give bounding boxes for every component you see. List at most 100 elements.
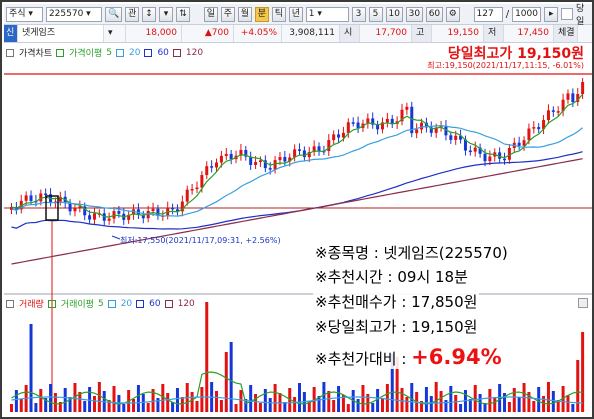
volume-bar xyxy=(293,397,297,412)
volume-ma-checkbox[interactable] xyxy=(47,299,56,308)
volume-bar xyxy=(517,397,521,412)
volume-bar xyxy=(400,388,404,412)
volume-bar xyxy=(161,384,165,412)
today-checkbox[interactable] xyxy=(561,8,573,20)
volume-bar xyxy=(332,400,336,412)
period-week-button[interactable]: 주 xyxy=(220,6,235,22)
interval-5-button[interactable]: 5 xyxy=(368,6,383,22)
candle-body xyxy=(337,134,341,138)
ma20-line xyxy=(11,124,583,217)
volume-bar xyxy=(151,389,155,412)
candle-body xyxy=(551,110,555,112)
period-tick-button[interactable]: 틱 xyxy=(271,6,286,22)
period-day-button[interactable]: 일 xyxy=(203,6,218,22)
candle-body xyxy=(132,209,136,215)
candle-body xyxy=(10,207,13,210)
price-ma-checkbox[interactable] xyxy=(56,48,65,57)
scroll-icon[interactable]: ⇅ xyxy=(176,6,191,22)
candle-body xyxy=(371,118,375,125)
vma60-checkbox[interactable] xyxy=(136,299,145,308)
candle-body xyxy=(107,218,111,221)
interval-30-button[interactable]: 30 xyxy=(405,6,423,22)
candle-body xyxy=(537,127,541,130)
candle-body xyxy=(200,175,204,188)
volume-pane-handle[interactable] xyxy=(578,298,588,308)
search-icon[interactable]: 🔍 xyxy=(105,6,123,22)
volume-bar xyxy=(166,393,170,412)
code-input[interactable]: 225570 ▾ xyxy=(45,6,103,22)
slash-separator: / xyxy=(505,8,510,20)
vma120-checkbox[interactable] xyxy=(164,299,173,308)
period-month-button[interactable]: 월 xyxy=(237,6,252,22)
menu-icon[interactable]: ▾ xyxy=(104,25,126,42)
market-select[interactable]: 주식 ▾ xyxy=(6,6,43,22)
candle-body xyxy=(434,127,438,133)
candle-body xyxy=(503,158,507,161)
candle-body xyxy=(400,109,404,122)
recommend-marker-box xyxy=(45,195,59,221)
candle-body xyxy=(546,110,550,121)
settings-icon[interactable]: ⚙ xyxy=(445,6,460,22)
apply-button[interactable]: ▸ xyxy=(544,6,559,22)
ma120-checkbox[interactable] xyxy=(172,48,181,57)
volume-bar xyxy=(341,395,345,412)
count-input[interactable]: 127 xyxy=(473,6,503,22)
total-input[interactable]: 1000 xyxy=(512,6,542,22)
chart-type-icon[interactable]: ▾ xyxy=(159,6,174,22)
candle-body xyxy=(424,122,428,128)
interval-10-button[interactable]: 10 xyxy=(385,6,403,22)
interval-60-button[interactable]: 60 xyxy=(425,6,443,22)
candle-body xyxy=(258,160,262,163)
volume-bar xyxy=(473,385,477,412)
volume-bar xyxy=(34,403,38,412)
interval-select[interactable]: 1 ▾ xyxy=(305,6,349,22)
period-year-button[interactable]: 년 xyxy=(288,6,303,22)
volume-bar xyxy=(322,382,326,412)
related-button[interactable]: 관 xyxy=(125,6,140,22)
volume-bar xyxy=(268,398,272,412)
candle-body xyxy=(566,93,570,100)
period-minute-button[interactable]: 분 xyxy=(254,6,269,22)
candle-body xyxy=(83,206,87,216)
market-select-value: 주식 xyxy=(9,8,26,19)
candle-body xyxy=(473,147,477,152)
volume-bar xyxy=(327,391,331,412)
volume-bar xyxy=(195,401,199,412)
volume-bar xyxy=(171,402,175,412)
ma20-checkbox[interactable] xyxy=(115,48,124,57)
candle-body xyxy=(444,125,448,136)
candle-body xyxy=(224,153,228,156)
candle-body xyxy=(141,214,145,219)
volume-bar xyxy=(498,384,502,412)
volume-ma5-line xyxy=(11,371,583,405)
candle-body xyxy=(254,162,258,165)
volume-bar xyxy=(503,393,507,412)
candle-body xyxy=(195,187,199,190)
candle-body xyxy=(249,156,253,165)
volume-bar xyxy=(10,404,13,412)
candle-body xyxy=(576,94,580,102)
volume-bar xyxy=(141,394,145,412)
volume-bar xyxy=(263,389,267,412)
legend-volume-ma: 거래이평 xyxy=(60,300,94,310)
candle-body xyxy=(302,150,306,158)
candle-body xyxy=(283,157,287,162)
volume-bar xyxy=(283,402,287,412)
candle-body xyxy=(39,193,43,202)
volume-checkbox[interactable] xyxy=(6,299,14,308)
candle-body xyxy=(332,134,336,141)
candle-body xyxy=(556,111,560,113)
candle-body xyxy=(185,189,189,202)
interval-3-button[interactable]: 3 xyxy=(351,6,366,22)
vma20-checkbox[interactable] xyxy=(107,299,116,308)
candle-body xyxy=(420,122,424,130)
price-chart-checkbox[interactable] xyxy=(6,48,14,57)
ma60-checkbox[interactable] xyxy=(144,48,153,57)
annotation-day-high: ※당일최고가 : 19,150원 xyxy=(313,316,480,337)
candle-body xyxy=(190,188,194,191)
candle-body xyxy=(92,213,96,220)
candle-body xyxy=(327,140,331,152)
volume-bar xyxy=(512,388,516,412)
prev-arrow-icon[interactable]: ↕ xyxy=(142,6,157,22)
